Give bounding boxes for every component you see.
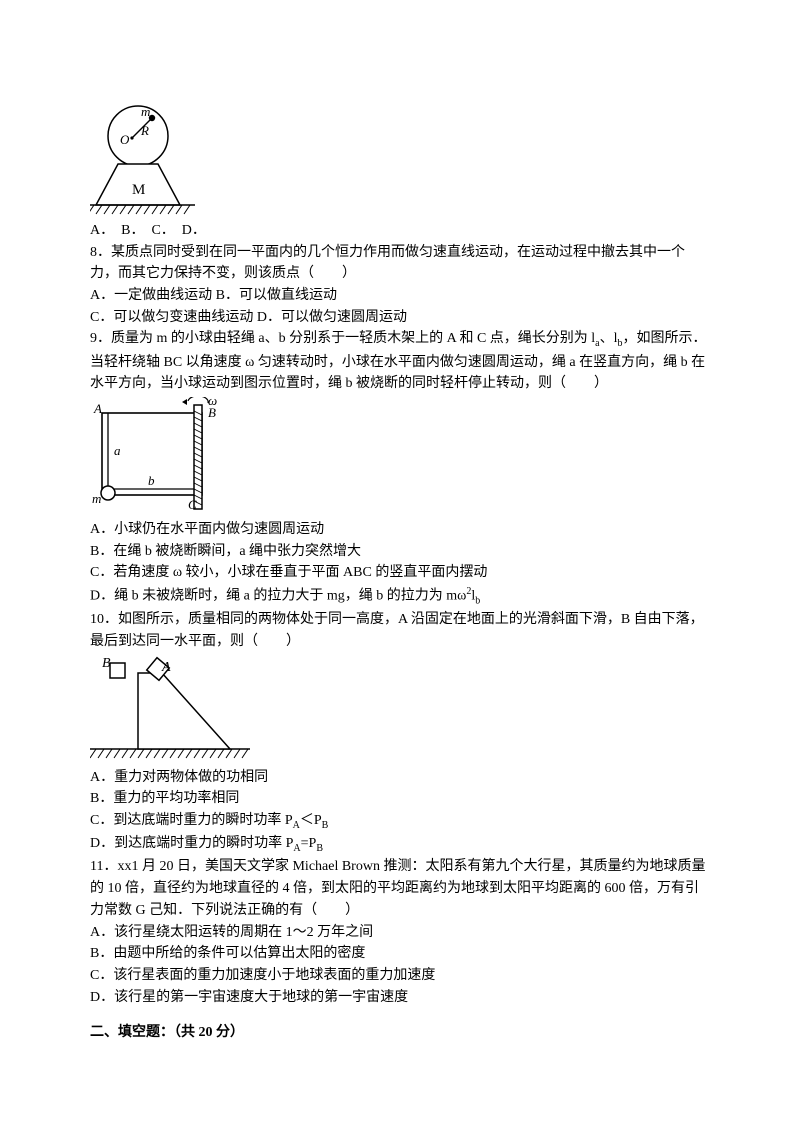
section-2-title: 二、填空题：（共 20 分） [90, 1022, 710, 1044]
q9-stem: 9．质量为 m 的小球由轻绳 a、b 分别系于一轻质木架上的 A 和 C 点，绳… [90, 328, 710, 395]
svg-text:O: O [120, 132, 130, 147]
q8-opt-ab: A．一定做曲线运动 B．可以做直线运动 [90, 285, 710, 307]
q9-opt-b: B．在绳 b 被烧断瞬间，a 绳中张力突然增大 [90, 541, 710, 563]
q11-opt-c: C．该行星表面的重力加速度小于地球表面的重力加速度 [90, 965, 710, 987]
svg-text:ω: ω [208, 397, 217, 408]
q9-opt-d: D．绳 b 未被烧断时，绳 a 的拉力大于 mg，绳 b 的拉力为 mω2lb [90, 584, 710, 609]
q10-opt-a: A．重力对两物体做的功相同 [90, 767, 710, 789]
q9-opt-a: A．小球仍在水平面内做匀速圆周运动 [90, 519, 710, 541]
q10-opt-b: B．重力的平均功率相同 [90, 788, 710, 810]
q11-opt-b: B．由题中所给的条件可以估算出太阳的密度 [90, 943, 710, 965]
q11-opt-d: D．该行星的第一宇宙速度大于地球的第一宇宙速度 [90, 987, 710, 1009]
q10-opt-d: D．到达底端时重力的瞬时功率 PA=PB [90, 833, 710, 856]
svg-text:A: A [93, 401, 102, 416]
svg-text:R: R [140, 123, 149, 138]
svg-text:C: C [188, 497, 197, 512]
q10-stem: 10．如图所示，质量相同的两物体处于同一高度，A 沿固定在地面上的光滑斜面下滑，… [90, 609, 710, 652]
svg-text:a: a [114, 443, 121, 458]
svg-text:m: m [92, 491, 101, 506]
q8-stem: 8．某质点同时受到在同一平面内的几个恒力作用而做匀速直线运动，在运动过程中撤去其… [90, 242, 710, 285]
svg-text:B: B [102, 656, 111, 671]
svg-text:A: A [161, 660, 171, 675]
q11-stem: 11．xx1 月 20 日，美国天文学家 Michael Brown 推测：太阳… [90, 856, 710, 921]
figure-q10: B A [90, 655, 710, 765]
svg-text:b: b [148, 473, 155, 488]
figure-q9: A B C a b m ω [90, 397, 710, 517]
svg-text:m: m [141, 104, 150, 119]
svg-text:M: M [132, 182, 145, 198]
q11-opt-a: A．该行星绕太阳运转的周期在 1～2 万年之间 [90, 922, 710, 944]
q8-opt-cd: C．可以做匀变速曲线运动 D．可以做匀速圆周运动 [90, 307, 710, 329]
q10-opt-c: C．到达底端时重力的瞬时功率 PA＜PB [90, 810, 710, 833]
q7-options: A． B． C． D． [90, 220, 710, 242]
figure-q7: m R O M [90, 102, 710, 218]
q9-opt-c: C．若角速度 ω 较小，小球在垂直于平面 ABC 的竖直平面内摆动 [90, 562, 710, 584]
